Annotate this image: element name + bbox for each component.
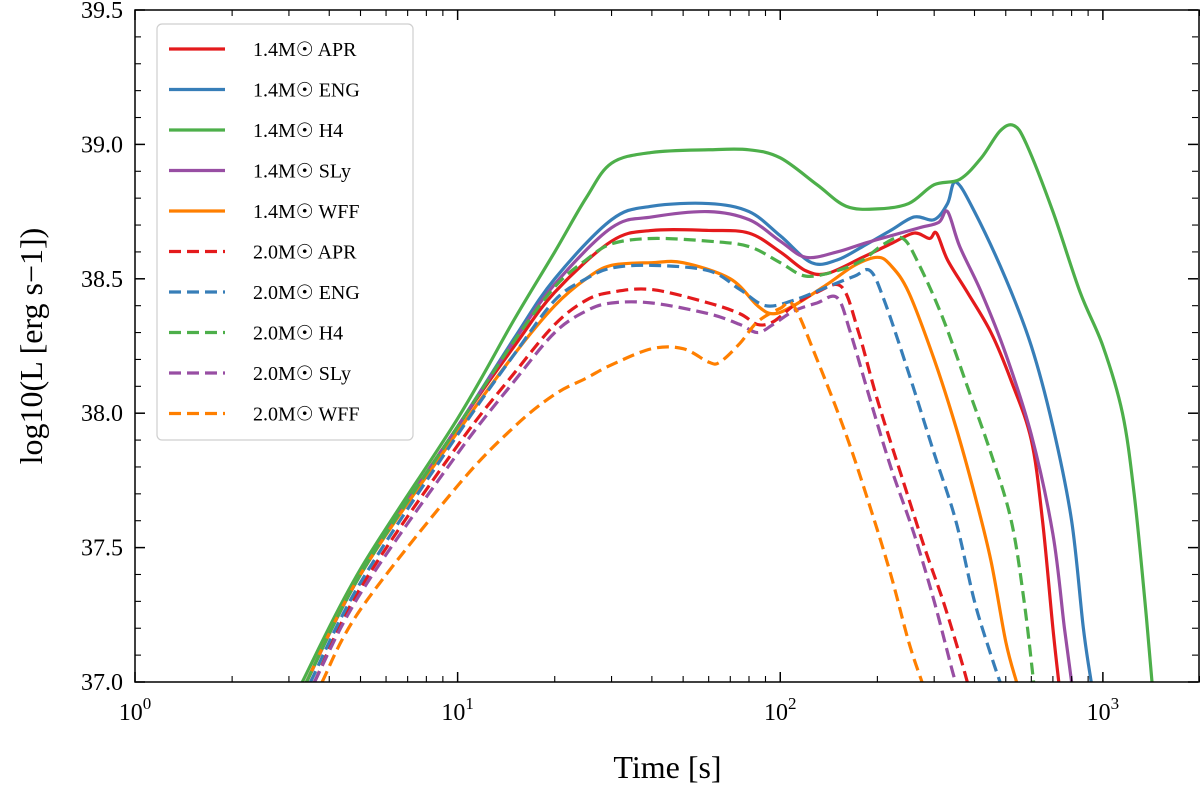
legend-label-2-0m-eng: 2.0M☉ ENG (253, 282, 360, 304)
y-tick-label: 37.5 (81, 536, 123, 562)
ticks-layer: 100 101 102 103 37.0 37.5 38.0 38.5 39.0 39.5 (81, 0, 1200, 726)
series-layer (300, 123, 1154, 682)
y-tick-label: 38.0 (81, 401, 123, 427)
series-line-2-0m-eng (309, 263, 1002, 682)
y-axis-label: log10(L [erg s−1]) (13, 228, 49, 465)
series-line-1-4m-sly (305, 209, 1074, 682)
series-line-1-4m-apr (305, 227, 1061, 682)
plot-frame (134, 9, 1200, 683)
x-axis-label: Time [s] (613, 749, 721, 785)
x-tick-label: 100 (119, 694, 152, 726)
legend-label-1-4m-sly: 1.4M☉ SLy (253, 161, 351, 183)
legend-label-1-4m-eng: 1.4M☉ ENG (253, 80, 360, 102)
series-line-1-4m-eng (305, 180, 1093, 682)
x-tick-label: 103 (1087, 694, 1120, 726)
legend-box (156, 23, 414, 441)
legend-label-2-0m-apr: 2.0M☉ APR (253, 242, 357, 264)
x-tick-label: 102 (764, 694, 797, 726)
y-tick-label: 39.5 (81, 0, 123, 24)
y-tick-label: 39.0 (81, 132, 123, 158)
series-line-2-0m-h4 (305, 235, 1036, 682)
x-tick-label: 101 (441, 694, 474, 726)
legend-label-1-4m-apr: 1.4M☉ APR (253, 39, 357, 61)
series-line-2-0m-apr (313, 282, 969, 682)
legend-label-2-0m-sly: 2.0M☉ SLy (253, 363, 351, 385)
series-line-2-0m-wff (320, 300, 924, 682)
series-line-2-0m-sly (313, 294, 958, 682)
legend-label-1-4m-wff: 1.4M☉ WFF (253, 201, 359, 223)
y-tick-label: 37.0 (81, 670, 123, 696)
legend-label-2-0m-h4: 2.0M☉ H4 (253, 323, 343, 345)
legend: 1.4M☉ APR 1.4M☉ ENG 1.4M☉ H4 1.4M☉ SLy 1.4M☉… (156, 23, 414, 441)
y-tick-label: 38.5 (81, 267, 123, 293)
series-line-1-4m-h4 (300, 123, 1154, 682)
legend-label-1-4m-h4: 1.4M☉ H4 (253, 120, 343, 142)
legend-label-2-0m-wff: 2.0M☉ WFF (253, 404, 359, 426)
